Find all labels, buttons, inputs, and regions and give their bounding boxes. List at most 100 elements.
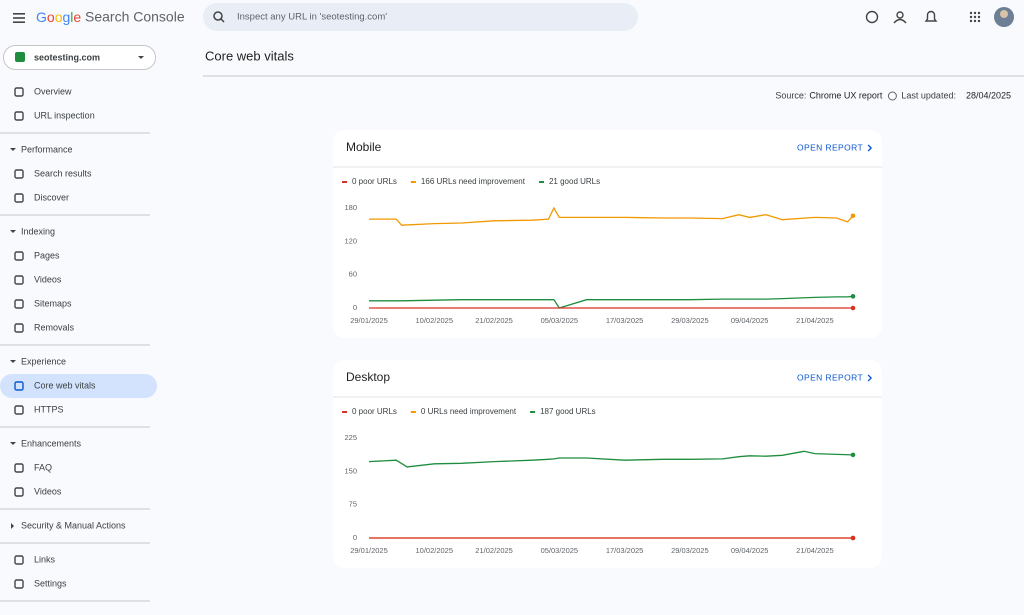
- chevron: [867, 374, 873, 382]
- y-tick-label: 225: [344, 433, 357, 442]
- x-tick-label: 05/03/2025: [541, 316, 579, 325]
- y-tick-label: 60: [349, 270, 357, 279]
- section-title[interactable]: Experience: [21, 356, 66, 366]
- series-line: [369, 295, 854, 309]
- y-tick-label: 0: [353, 303, 357, 312]
- nav-icon: [14, 193, 24, 203]
- nav-item[interactable]: Videos: [34, 486, 62, 496]
- section-title[interactable]: Indexing: [21, 226, 55, 236]
- notifications-icon[interactable]: [924, 10, 938, 22]
- x-tick-label: 17/03/2025: [606, 546, 644, 555]
- end-point: [850, 535, 856, 541]
- x-tick-label: 09/04/2025: [731, 316, 769, 325]
- nav-icon: [14, 381, 24, 391]
- nav-icon: [14, 87, 24, 97]
- nav-icon: [14, 579, 24, 589]
- page-title: Core web vitals: [205, 48, 294, 63]
- nav-icon: [14, 275, 24, 285]
- end-point: [850, 213, 856, 219]
- nav-highlight: [0, 374, 157, 398]
- nav-icon: [14, 463, 24, 473]
- y-tick-label: 180: [344, 203, 357, 212]
- card-title: Desktop: [346, 370, 390, 384]
- x-tick-label: 05/03/2025: [541, 546, 579, 555]
- legend-label: 0 poor URLs: [352, 407, 397, 416]
- source: Chrome UX report: [809, 90, 883, 100]
- nav-item[interactable]: HTTPS: [34, 404, 64, 414]
- nav-item[interactable]: Core web vitals: [34, 380, 96, 390]
- series-line: [369, 206, 854, 226]
- section-title[interactable]: Security & Manual Actions: [21, 520, 126, 530]
- nav-item[interactable]: Search results: [34, 168, 92, 178]
- y-tick-label: 75: [349, 500, 357, 509]
- nav-icon: [14, 487, 24, 497]
- x-tick-label: 09/04/2025: [731, 546, 769, 555]
- help-icon[interactable]: [865, 10, 879, 24]
- section-arrow: [10, 360, 16, 363]
- y-tick-label: 120: [344, 236, 357, 245]
- nav-icon: [14, 111, 24, 121]
- y-tick-label: 150: [344, 466, 357, 475]
- section-title[interactable]: Performance: [21, 144, 73, 154]
- menu-button[interactable]: [13, 13, 25, 23]
- x-tick-label: 10/02/2025: [415, 316, 453, 325]
- open-report[interactable]: OPEN REPORT: [797, 372, 863, 382]
- nav-item[interactable]: Settings: [34, 578, 67, 588]
- updated-label: Last updated:: [901, 90, 956, 100]
- nav-item[interactable]: URL inspection: [34, 110, 95, 120]
- nav-icon: [14, 169, 24, 179]
- section-title[interactable]: Enhancements: [21, 438, 82, 448]
- apps-icon[interactable]: [969, 11, 981, 23]
- section-arrow: [10, 148, 16, 151]
- nav-icon: [14, 323, 24, 333]
- section-arrow: [10, 230, 16, 233]
- x-tick-label: 21/02/2025: [475, 546, 513, 555]
- nav-item[interactable]: Removals: [34, 322, 75, 332]
- end-point: [850, 452, 856, 458]
- legend-label: 166 URLs need improvement: [421, 177, 526, 186]
- end-point: [850, 294, 856, 299]
- product-name: Search Console: [85, 9, 185, 25]
- card: [333, 360, 882, 568]
- legend-label: 21 good URLs: [549, 177, 600, 186]
- nav-icon: [14, 555, 24, 565]
- nav-item[interactable]: Overview: [34, 86, 72, 96]
- x-tick-label: 21/04/2025: [796, 546, 834, 555]
- x-tick-label: 17/03/2025: [606, 316, 644, 325]
- x-tick-label: 29/03/2025: [671, 546, 709, 555]
- nav-icon: [14, 251, 24, 261]
- nav-icon: [14, 405, 24, 415]
- x-tick-label: 29/03/2025: [671, 316, 709, 325]
- series-line: [368, 450, 854, 468]
- users-icon[interactable]: [896, 11, 904, 19]
- x-tick-label: 29/01/2025: [350, 546, 388, 555]
- brand: Google: [36, 9, 81, 25]
- source-label: Source:: [775, 90, 806, 100]
- nav-item[interactable]: Links: [34, 554, 56, 564]
- x-tick-label: 29/01/2025: [350, 316, 388, 325]
- section-arrow: [10, 442, 16, 445]
- x-tick-label: 21/02/2025: [475, 316, 513, 325]
- nav-item[interactable]: FAQ: [34, 462, 52, 472]
- search-placeholder[interactable]: Inspect any URL in 'seotesting.com': [237, 12, 387, 23]
- updated-date: 28/04/2025: [966, 90, 1011, 100]
- legend-label: 187 good URLs: [540, 407, 596, 416]
- nav-item[interactable]: Pages: [34, 250, 60, 260]
- search-box[interactable]: [203, 3, 638, 31]
- property-name[interactable]: seotesting.com: [34, 52, 100, 62]
- end-point: [850, 305, 856, 311]
- search-icon: [213, 11, 223, 21]
- property-selector[interactable]: [3, 45, 156, 70]
- card: [333, 130, 882, 338]
- nav-item[interactable]: Sitemaps: [34, 298, 72, 308]
- legend-label: 0 URLs need improvement: [421, 407, 517, 416]
- x-tick-label: 10/02/2025: [415, 546, 453, 555]
- x-tick-label: 21/04/2025: [796, 316, 834, 325]
- chevron: [867, 144, 873, 152]
- nav-icon: [14, 299, 24, 309]
- info-icon[interactable]: [887, 91, 897, 101]
- nav-item[interactable]: Discover: [34, 192, 69, 202]
- nav-item[interactable]: Videos: [34, 274, 62, 284]
- open-report[interactable]: OPEN REPORT: [797, 142, 863, 152]
